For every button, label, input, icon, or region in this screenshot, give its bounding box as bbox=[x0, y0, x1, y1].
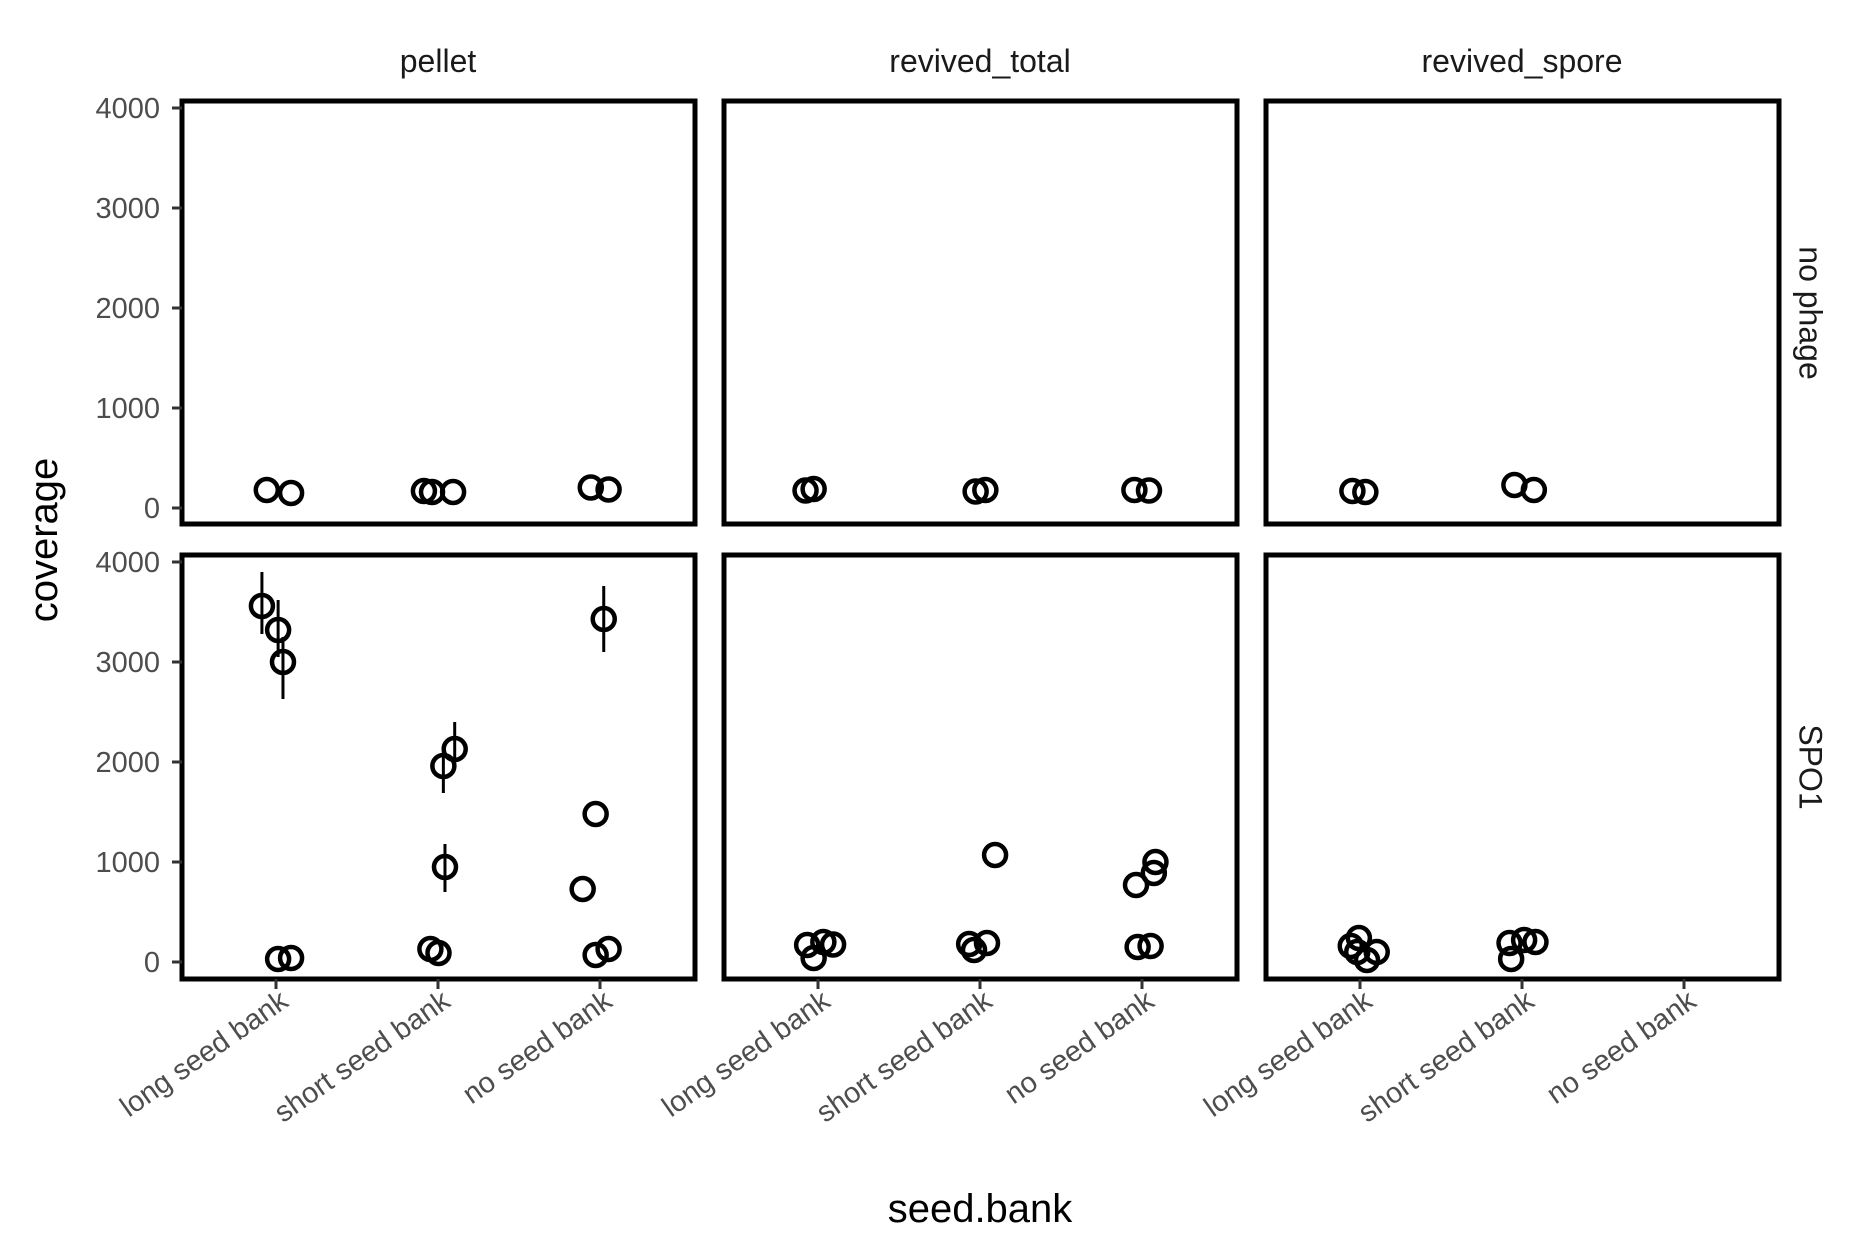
data-point bbox=[439, 478, 467, 506]
data-point bbox=[793, 931, 821, 959]
panel-frame-spo1-revived-spore bbox=[1263, 552, 1782, 982]
strip-label-revived-total: revived_total bbox=[889, 43, 1070, 79]
data-point bbox=[981, 841, 1009, 869]
data-point bbox=[1137, 932, 1164, 960]
panel-spo1-pellet bbox=[248, 572, 622, 973]
data-point bbox=[425, 939, 452, 967]
data-point bbox=[1496, 929, 1523, 957]
x-tick-label: short seed bank bbox=[1353, 984, 1541, 1129]
y-tick-label: 2000 bbox=[95, 747, 160, 779]
y-tick-label: 3000 bbox=[95, 193, 160, 225]
facet-column-strips: pellet revived_total revived_spore bbox=[400, 43, 1623, 79]
data-point bbox=[264, 616, 292, 644]
data-point bbox=[1135, 477, 1163, 504]
data-point bbox=[1510, 926, 1538, 954]
data-point bbox=[1520, 476, 1548, 504]
data-point bbox=[1124, 933, 1151, 961]
data-point bbox=[431, 853, 459, 881]
data-point bbox=[1345, 924, 1373, 952]
x-axis: long seed bank short seed bank no seed b… bbox=[115, 979, 1702, 1129]
y-tick-label: 2000 bbox=[95, 293, 160, 325]
data-point bbox=[1121, 476, 1148, 504]
data-point bbox=[253, 476, 281, 504]
strip-label-no-phage: no phage bbox=[1793, 246, 1829, 379]
data-point bbox=[1122, 871, 1150, 899]
data-marks bbox=[248, 471, 1549, 974]
y-axis-top-row: 0 1000 2000 3000 4000 bbox=[95, 93, 182, 525]
data-point bbox=[1337, 932, 1365, 960]
panel-frame-no-phage-pellet bbox=[179, 98, 698, 527]
x-tick-label: no seed bank bbox=[1541, 984, 1702, 1110]
panel-no-phage-revived-spore bbox=[1339, 471, 1548, 506]
data-point bbox=[973, 929, 1001, 957]
panel-frames bbox=[179, 98, 1782, 982]
x-tick-label: no seed bank bbox=[999, 984, 1160, 1110]
strip-label-revived-spore: revived_spore bbox=[1422, 43, 1623, 79]
panel-no-phage-revived-total bbox=[792, 475, 1163, 505]
data-point bbox=[582, 941, 609, 969]
data-point bbox=[248, 592, 276, 620]
x-tick-label: no seed bank bbox=[457, 984, 618, 1110]
panel-no-phage-pellet bbox=[253, 474, 622, 507]
data-point bbox=[1522, 928, 1549, 956]
facet-row-strips: no phage SPO1 bbox=[1793, 246, 1829, 809]
data-point bbox=[960, 936, 988, 964]
data-point bbox=[955, 930, 983, 958]
y-tick-label: 4000 bbox=[95, 93, 160, 125]
y-tick-label: 0 bbox=[144, 947, 160, 979]
panel-spo1-revived-spore bbox=[1337, 924, 1549, 974]
data-point bbox=[590, 605, 617, 633]
data-point bbox=[277, 479, 305, 507]
data-point bbox=[1140, 859, 1168, 887]
y-tick-label: 3000 bbox=[95, 647, 160, 679]
panel-frame-no-phage-revived-total bbox=[721, 98, 1240, 527]
data-point bbox=[264, 945, 292, 973]
data-point bbox=[569, 875, 596, 903]
x-tick-label: short seed bank bbox=[811, 984, 999, 1129]
data-point bbox=[582, 800, 609, 828]
strip-label-spo1: SPO1 bbox=[1793, 724, 1829, 809]
data-point bbox=[595, 935, 622, 963]
data-point bbox=[277, 944, 305, 972]
x-tick-label: short seed bank bbox=[269, 984, 457, 1129]
data-point bbox=[1142, 848, 1169, 876]
y-tick-label: 1000 bbox=[95, 393, 160, 425]
data-point bbox=[1352, 478, 1379, 506]
data-point bbox=[819, 931, 847, 958]
data-point bbox=[269, 648, 297, 676]
y-tick-label: 1000 bbox=[95, 847, 160, 879]
data-point bbox=[972, 476, 999, 504]
data-point bbox=[1363, 938, 1390, 966]
data-point bbox=[1339, 477, 1366, 505]
y-axis-title: coverage bbox=[22, 458, 66, 623]
data-point bbox=[962, 478, 989, 505]
data-point bbox=[800, 475, 827, 503]
data-point bbox=[441, 735, 468, 763]
data-point bbox=[595, 476, 622, 503]
data-point bbox=[577, 474, 605, 501]
strip-label-pellet: pellet bbox=[400, 43, 477, 79]
y-axis-bottom-row: 0 1000 2000 3000 4000 bbox=[95, 547, 182, 979]
y-tick-label: 4000 bbox=[95, 547, 160, 579]
data-point bbox=[1497, 945, 1525, 973]
y-tick-label: 0 bbox=[144, 493, 160, 525]
panel-frame-no-phage-revived-spore bbox=[1263, 98, 1782, 527]
panel-frame-spo1-revived-total bbox=[721, 552, 1240, 982]
panel-spo1-revived-total bbox=[793, 841, 1169, 972]
x-axis-title: seed.bank bbox=[888, 1187, 1074, 1231]
